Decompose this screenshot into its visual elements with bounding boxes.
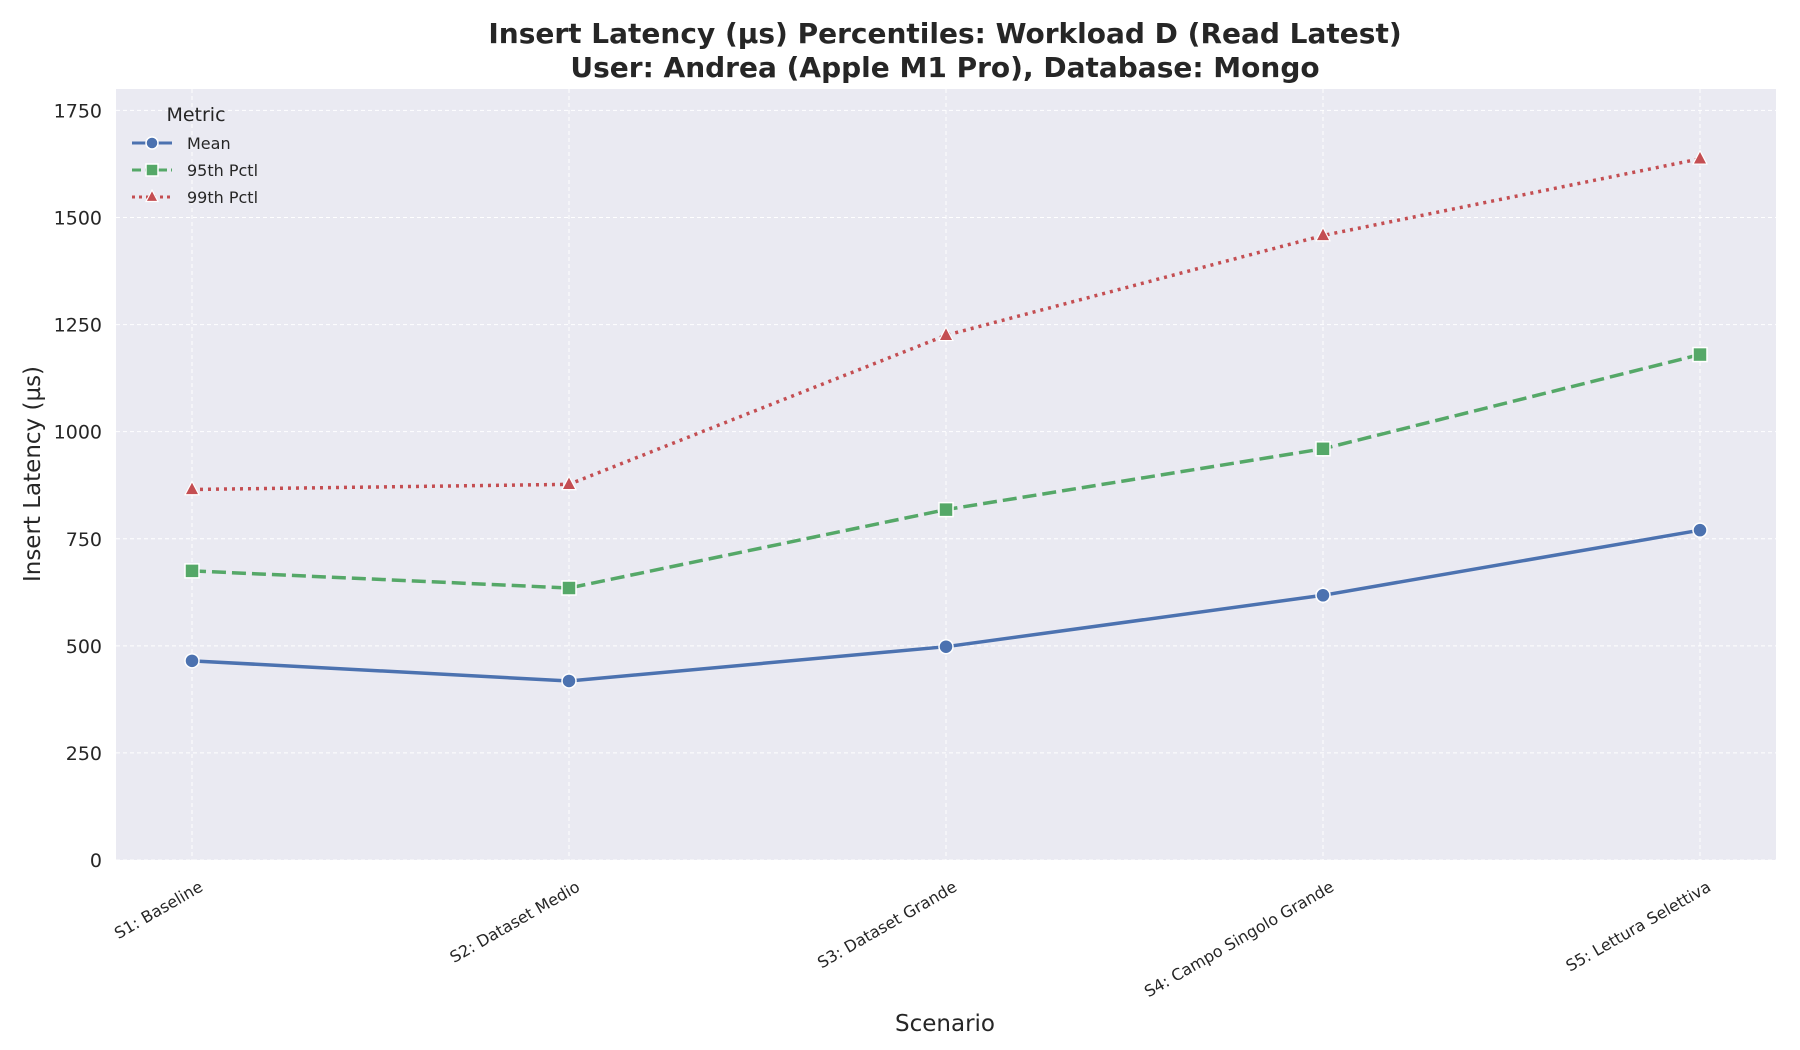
legend-marker [145,163,159,177]
data-point [1315,226,1331,242]
data-point [1315,441,1331,457]
x-axis-label: Scenario [895,1011,995,1037]
legend-label: 95th Pctl [187,161,258,180]
y-tick-label: 1500 [54,208,102,230]
y-tick-label: 750 [66,529,102,551]
legend-item: 95th Pctl [132,161,258,180]
series-99th-pctl [184,149,1708,496]
data-point [1692,149,1708,165]
y-tick-label: 1250 [54,315,102,337]
y-axis-label: Insert Latency (µs) [20,366,46,582]
x-tick-label: S2: Dataset Medio [447,877,583,967]
legend-label: Mean [187,134,231,153]
legend-item: 99th Pctl [132,188,258,207]
data-point [561,673,577,689]
grid-lines [116,89,1776,861]
x-tick-label: S3: Dataset Grande [814,877,960,972]
data-point [938,501,954,518]
data-point [184,653,200,669]
series-95th-pctl [184,346,1708,596]
x-tick-label: S5: Lettura Selettiva [1562,877,1714,975]
data-point [1692,522,1708,538]
legend-item: Mean [132,134,231,153]
y-tick-label: 500 [66,636,102,658]
data-point [561,580,577,596]
series-mean [184,522,1708,689]
data-point [184,480,200,496]
x-tick-label: S1: Baseline [111,877,206,943]
y-tick-label: 1000 [54,422,102,444]
legend-title: Metric [166,104,225,126]
legend-marker [145,136,159,150]
legend: Metric Mean 95th Pctl 99th Pctl [132,104,258,207]
chart-subtitle: User: Andrea (Apple M1 Pro), Database: M… [570,51,1319,84]
y-tick-label: 1750 [54,100,102,122]
data-point [1692,346,1708,363]
x-tick-label: S4: Campo Singolo Grande [1141,877,1337,1001]
data-point [1315,587,1331,604]
legend-label: 99th Pctl [187,188,258,207]
data-point [561,475,577,491]
data-point [184,563,200,579]
data-point [938,325,954,342]
data-point [938,638,954,655]
y-tick-label: 0 [90,850,102,872]
legend-marker [145,188,159,203]
chart-title: Insert Latency (µs) Percentiles: Workloa… [488,17,1401,50]
series-layer [184,149,1708,689]
y-tick-label: 250 [66,743,102,765]
